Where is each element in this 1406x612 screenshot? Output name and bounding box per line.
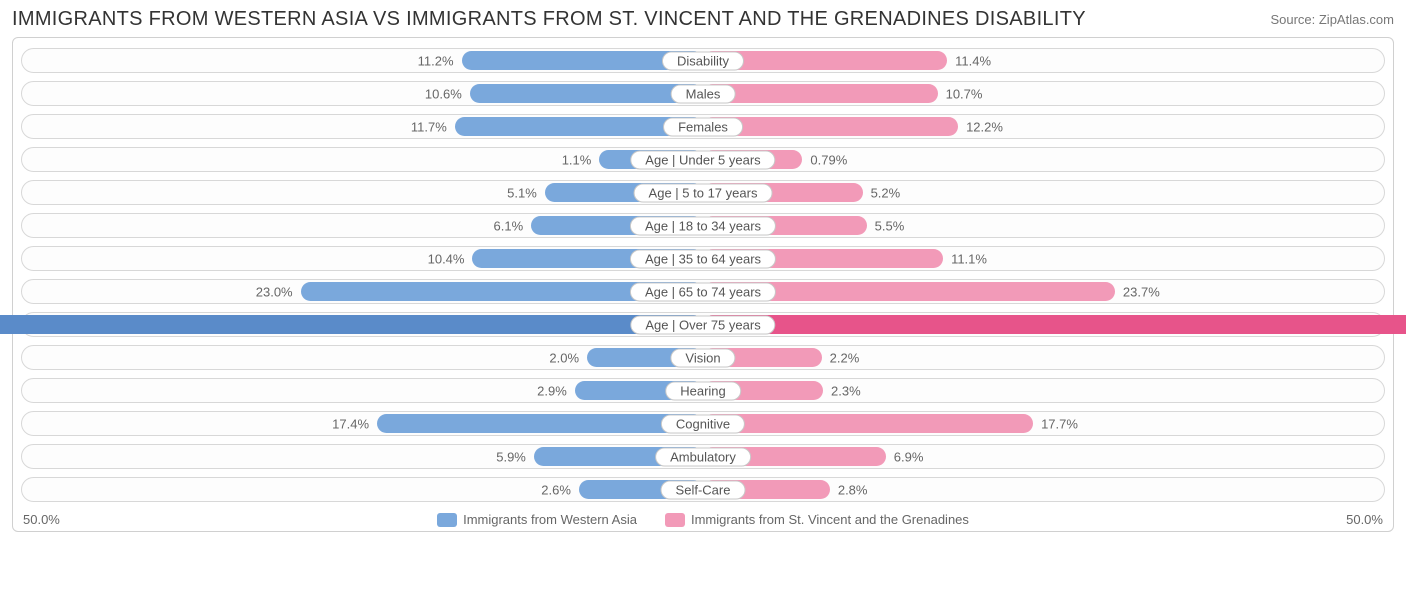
category-label: Self-Care <box>661 480 746 499</box>
value-left: 5.1% <box>507 185 537 200</box>
source-prefix: Source: <box>1270 12 1318 27</box>
value-left: 6.1% <box>494 218 524 233</box>
category-label: Age | 35 to 64 years <box>630 249 776 268</box>
axis-row: 50.0% Immigrants from Western Asia Immig… <box>21 510 1385 527</box>
value-left: 5.9% <box>496 449 526 464</box>
chart-row: 10.4% 11.1% Age | 35 to 64 years <box>21 246 1385 271</box>
category-label: Ambulatory <box>655 447 751 466</box>
category-label: Disability <box>662 51 744 70</box>
value-left: 11.7% <box>411 119 447 134</box>
header: IMMIGRANTS FROM WESTERN ASIA VS IMMIGRAN… <box>12 8 1394 31</box>
legend-label-left: Immigrants from Western Asia <box>463 512 637 527</box>
chart-row: 17.4% 17.7% Cognitive <box>21 411 1385 436</box>
legend-swatch-left <box>437 513 457 527</box>
bar-left <box>0 315 703 334</box>
value-right: 5.2% <box>871 185 901 200</box>
category-label: Vision <box>670 348 735 367</box>
value-left: 23.0% <box>256 284 293 299</box>
category-label: Hearing <box>665 381 741 400</box>
bar-right <box>703 84 938 103</box>
value-right: 11.1% <box>951 251 987 266</box>
value-left: 17.4% <box>332 416 369 431</box>
chart-row: 5.9% 6.9% Ambulatory <box>21 444 1385 469</box>
chart-row: 48.0%48.2%Age | Over 75 years <box>21 312 1385 337</box>
chart-row: 11.2% 11.4% Disability <box>21 48 1385 73</box>
chart-row: 2.9% 2.3% Hearing <box>21 378 1385 403</box>
value-left: 2.6% <box>541 482 571 497</box>
chart-row: 1.1% 0.79% Age | Under 5 years <box>21 147 1385 172</box>
value-left: 1.1% <box>562 152 592 167</box>
bar-right <box>703 315 1406 334</box>
chart-area: 11.2% 11.4% Disability 10.6% 10.7% Males 11.7%… <box>12 37 1394 532</box>
value-right: 12.2% <box>966 119 1003 134</box>
category-label: Males <box>671 84 736 103</box>
value-right: 17.7% <box>1041 416 1078 431</box>
value-right: 0.79% <box>810 152 847 167</box>
source-attribution: Source: ZipAtlas.com <box>1270 8 1394 27</box>
value-left: 2.0% <box>549 350 579 365</box>
value-right: 5.5% <box>875 218 905 233</box>
legend-item-left: Immigrants from Western Asia <box>437 512 637 527</box>
chart-row: 5.1% 5.2% Age | 5 to 17 years <box>21 180 1385 205</box>
chart-title: IMMIGRANTS FROM WESTERN ASIA VS IMMIGRAN… <box>12 8 1086 31</box>
value-right: 2.8% <box>838 482 868 497</box>
chart-row: 23.0% 23.7% Age | 65 to 74 years <box>21 279 1385 304</box>
legend-item-right: Immigrants from St. Vincent and the Gren… <box>665 512 969 527</box>
bar-left <box>470 84 703 103</box>
axis-left-max: 50.0% <box>23 512 60 527</box>
source-name: ZipAtlas.com <box>1319 12 1394 27</box>
category-label: Age | 18 to 34 years <box>630 216 776 235</box>
chart-row: 2.0% 2.2% Vision <box>21 345 1385 370</box>
value-right: 6.9% <box>894 449 924 464</box>
legend: Immigrants from Western Asia Immigrants … <box>437 512 969 527</box>
bar-right <box>703 414 1033 433</box>
category-label: Age | Over 75 years <box>630 315 775 334</box>
bar-left <box>377 414 703 433</box>
value-right: 2.3% <box>831 383 861 398</box>
chart-row: 10.6% 10.7% Males <box>21 81 1385 106</box>
value-right: 23.7% <box>1123 284 1160 299</box>
chart-row: 11.7% 12.2% Females <box>21 114 1385 139</box>
rows-host: 11.2% 11.4% Disability 10.6% 10.7% Males 11.7%… <box>21 48 1385 502</box>
value-left: 10.6% <box>425 86 462 101</box>
chart-row: 6.1% 5.5% Age | 18 to 34 years <box>21 213 1385 238</box>
legend-label-right: Immigrants from St. Vincent and the Gren… <box>691 512 969 527</box>
chart-container: IMMIGRANTS FROM WESTERN ASIA VS IMMIGRAN… <box>0 0 1406 538</box>
value-left: 10.4% <box>428 251 465 266</box>
chart-row: 2.6% 2.8% Self-Care <box>21 477 1385 502</box>
value-left: 2.9% <box>537 383 567 398</box>
value-right: 11.4% <box>955 53 991 68</box>
category-label: Age | 65 to 74 years <box>630 282 776 301</box>
axis-right-max: 50.0% <box>1346 512 1383 527</box>
value-right: 10.7% <box>946 86 983 101</box>
value-left: 11.2% <box>418 53 454 68</box>
category-label: Age | Under 5 years <box>630 150 775 169</box>
value-right: 2.2% <box>830 350 860 365</box>
category-label: Females <box>663 117 743 136</box>
legend-swatch-right <box>665 513 685 527</box>
category-label: Age | 5 to 17 years <box>634 183 773 202</box>
category-label: Cognitive <box>661 414 745 433</box>
